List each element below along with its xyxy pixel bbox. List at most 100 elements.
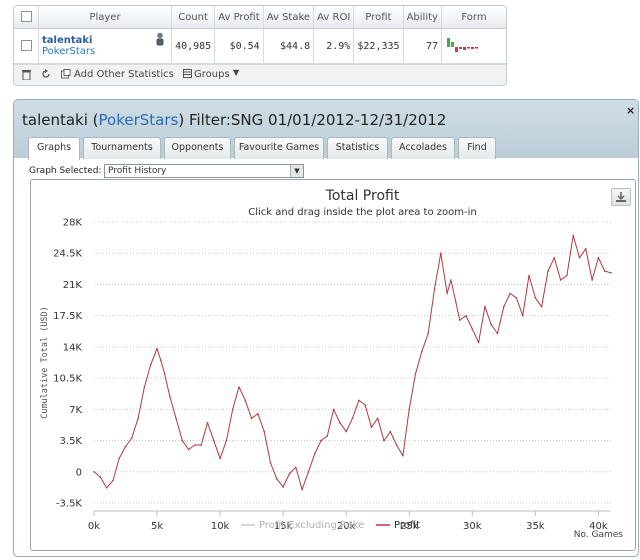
- data-point: [547, 270, 549, 272]
- x-tick-label: 35k: [526, 521, 545, 532]
- panel-filter: Filter:SNG 01/01/2012-12/31/2012: [188, 111, 447, 129]
- tab-find[interactable]: Find: [458, 137, 496, 159]
- col-header-count[interactable]: Count: [171, 6, 216, 29]
- tab-statistics[interactable]: Statistics: [327, 137, 388, 159]
- data-point: [496, 332, 499, 335]
- groups-dropdown[interactable]: Groups: [194, 69, 230, 80]
- data-point: [163, 372, 166, 375]
- data-point: [118, 457, 120, 460]
- tab-graphs[interactable]: Graphs: [28, 137, 80, 160]
- data-point: [455, 301, 457, 304]
- data-point: [181, 439, 184, 442]
- data-point: [288, 472, 291, 475]
- data-point: [156, 347, 158, 350]
- data-point: [484, 305, 486, 308]
- trash-icon[interactable]: [22, 69, 31, 83]
- data-point: [597, 256, 600, 259]
- col-header-profit[interactable]: Profit: [353, 6, 404, 29]
- player-site-link[interactable]: PokerStars: [42, 46, 96, 57]
- y-axis-label: Cumulative Total (USD): [40, 306, 50, 419]
- select-all-cell[interactable]: [14, 6, 39, 29]
- table-row: talentaki PokerStars 40,985 $0.54 $44.8 …: [14, 28, 506, 64]
- data-point: [160, 359, 162, 362]
- x-axis-label: No. Games: [574, 530, 624, 540]
- download-icon: [616, 192, 626, 202]
- data-point: [231, 408, 234, 411]
- data-point: [408, 408, 411, 411]
- data-point: [313, 453, 316, 455]
- data-point: [263, 430, 265, 433]
- y-tick-label: 17.5K: [53, 311, 82, 322]
- ability-cell: 77: [403, 28, 443, 64]
- x-tick-label: 25k: [400, 521, 419, 532]
- col-header-player[interactable]: Player: [38, 6, 172, 29]
- legend-label-profit-excluding-rake: Profit Excluding Rake: [259, 520, 364, 531]
- data-point: [572, 234, 574, 237]
- player-avatar-icon[interactable]: [155, 32, 165, 46]
- download-chart-button[interactable]: [611, 188, 631, 206]
- graph-selected-label: Graph Selected:: [29, 166, 102, 176]
- player-name-link[interactable]: talentaki: [42, 35, 93, 46]
- row-select-cell[interactable]: [14, 28, 39, 64]
- tab-accolades[interactable]: Accolades: [391, 137, 455, 159]
- y-tick-label: -3.5K: [56, 499, 83, 510]
- add-statistics-icon[interactable]: [61, 69, 71, 82]
- graph-select-dropdown[interactable]: Profit History ▼: [104, 164, 304, 178]
- tab-tournaments[interactable]: Tournaments: [83, 137, 161, 159]
- panel-title: talentaki (PokerStars) Filter:SNG 01/01/…: [22, 111, 447, 129]
- tab-favourite-games[interactable]: Favourite Games: [234, 137, 324, 159]
- x-tick-label: 0k: [88, 521, 100, 532]
- col-header-av-stake[interactable]: Av Stake: [263, 6, 315, 29]
- data-point: [225, 439, 228, 442]
- y-tick-label: 0: [76, 467, 82, 478]
- chart-container[interactable]: Total Profit Click and drag inside the pl…: [30, 179, 636, 551]
- select-all-checkbox[interactable]: [20, 11, 32, 23]
- data-point: [610, 272, 612, 274]
- close-icon[interactable]: ×: [626, 104, 636, 117]
- data-point: [534, 297, 537, 299]
- groups-icon[interactable]: [183, 69, 193, 81]
- data-point: [376, 417, 379, 420]
- data-point: [339, 421, 341, 424]
- data-point: [471, 328, 474, 330]
- chevron-down-icon[interactable]: ▼: [290, 165, 303, 177]
- data-point: [521, 314, 524, 317]
- data-point: [402, 454, 404, 457]
- data-point: [578, 256, 581, 259]
- col-header-av-roi[interactable]: Av ROI: [313, 6, 355, 29]
- data-point: [168, 395, 171, 397]
- data-point: [219, 457, 221, 460]
- data-point: [421, 350, 423, 353]
- chevron-down-icon[interactable]: ▼: [233, 68, 240, 77]
- data-point: [389, 430, 392, 433]
- data-point: [244, 399, 247, 402]
- data-point: [414, 372, 417, 375]
- x-tick-label: 30k: [463, 521, 482, 532]
- data-point: [175, 417, 177, 420]
- profit-chart[interactable]: Total Profit Click and drag inside the pl…: [31, 180, 635, 550]
- tab-opponents[interactable]: Opponents: [164, 137, 231, 159]
- data-point: [370, 426, 373, 428]
- col-header-ability[interactable]: Ability: [403, 6, 443, 29]
- col-header-form[interactable]: Form: [441, 6, 506, 29]
- data-point: [93, 471, 95, 473]
- y-tick-label: 24.5K: [53, 249, 82, 260]
- data-point: [503, 305, 505, 308]
- table-header-row: Player Count Av Profit Av Stake Av ROI P…: [14, 6, 506, 29]
- data-point: [433, 288, 436, 290]
- data-point: [295, 466, 297, 469]
- add-statistics-button[interactable]: Add Other Statistics: [74, 69, 174, 80]
- data-point: [477, 341, 480, 344]
- y-tick-label: 14K: [63, 342, 83, 353]
- row-checkbox[interactable]: [20, 40, 32, 52]
- data-point: [269, 462, 272, 464]
- data-point: [206, 421, 209, 424]
- data-point: [112, 479, 114, 482]
- player-summary-table: Player Count Av Profit Av Stake Av ROI P…: [13, 5, 507, 86]
- av-stake-cell: $44.8: [263, 28, 315, 64]
- data-point: [450, 279, 452, 281]
- refresh-icon[interactable]: [41, 69, 51, 82]
- panel-site-link[interactable]: PokerStars: [98, 111, 179, 129]
- av-profit-cell: $0.54: [214, 28, 264, 64]
- col-header-av-profit[interactable]: Av Profit: [214, 6, 264, 29]
